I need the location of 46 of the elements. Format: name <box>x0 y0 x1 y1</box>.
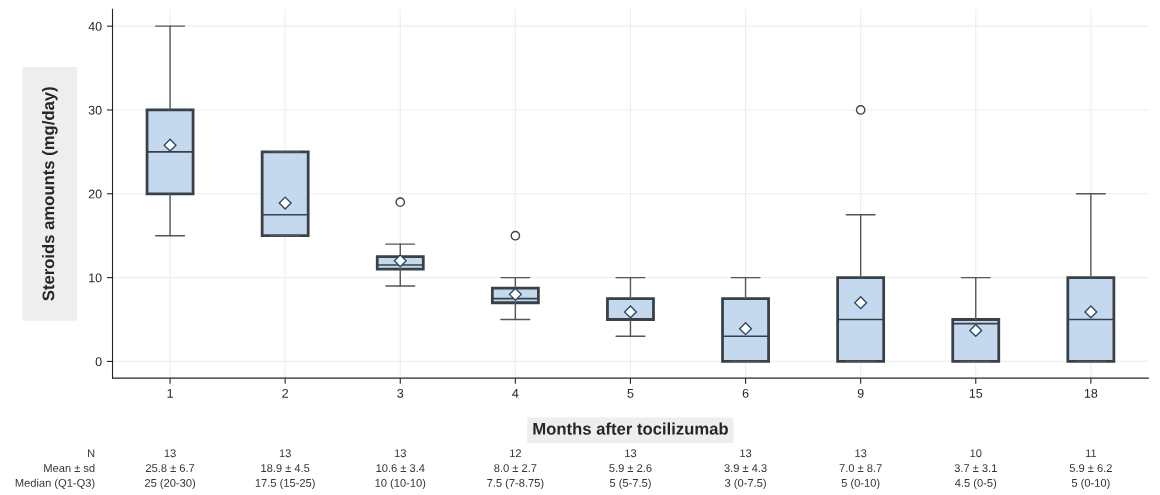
text: 5 (0-10) <box>1071 478 1110 490</box>
x-tick-label: 3 <box>397 388 404 398</box>
y-tick-label: 20 <box>88 189 102 199</box>
y-tick-label: 40 <box>88 21 102 31</box>
text: 5 (0-10) <box>841 478 880 490</box>
text: 12 <box>510 449 521 458</box>
x-tick-label: 18 <box>1084 388 1098 398</box>
y-tick-label: 10 <box>89 273 102 283</box>
text: 4.5 (0-5) <box>955 478 997 490</box>
text: 13 <box>279 449 291 458</box>
text: 10.6 ± 3.4 <box>376 464 425 473</box>
text: Mean ± sd <box>44 463 95 473</box>
text: 10 <box>970 449 982 458</box>
text: 7.0 ± 8.7 <box>839 464 882 473</box>
text: 8.0 ± 2.7 <box>494 464 537 473</box>
x-axis-title: Months after tocilizumab <box>533 422 728 435</box>
x-tick-label: 9 <box>857 388 864 398</box>
text: 25 (20-30) <box>145 478 196 490</box>
x-tick-label: 4 <box>512 389 519 398</box>
text: 3.9 ± 4.3 <box>724 464 767 473</box>
text: 5.9 ± 2.6 <box>609 464 652 473</box>
text: 25.8 ± 6.7 <box>145 464 195 473</box>
text: N <box>88 449 95 458</box>
text: 3.7 ± 3.1 <box>954 464 997 473</box>
text: 3 (0-7.5) <box>724 478 766 490</box>
y-tick-label: 30 <box>88 105 102 115</box>
text: 7.5 (7-8.75) <box>487 478 544 490</box>
text: 11 <box>1085 449 1097 458</box>
x-tick-label: 5 <box>627 389 634 398</box>
x-tick-label: 1 <box>167 389 173 398</box>
x-tick-label: 15 <box>969 389 983 398</box>
text: 13 <box>855 449 867 458</box>
text: 5 (5-7.5) <box>609 478 651 490</box>
x-tick-label: 6 <box>742 388 749 398</box>
x-tick-label: 2 <box>282 388 289 398</box>
text: 17.5 (15-25) <box>255 478 315 490</box>
text: Median (Q1-Q3) <box>15 478 95 490</box>
text: 13 <box>625 449 637 458</box>
text: 10 (10-10) <box>375 478 426 490</box>
y-tick-label: 0 <box>95 357 102 367</box>
text: 5.9 ± 6.2 <box>1069 464 1112 473</box>
y-axis-title: Steroids amounts (mg/day) <box>42 87 58 301</box>
text: 13 <box>740 449 752 458</box>
text: 18.9 ± 4.5 <box>261 464 310 473</box>
text: 13 <box>164 449 176 458</box>
text: 13 <box>394 449 406 458</box>
